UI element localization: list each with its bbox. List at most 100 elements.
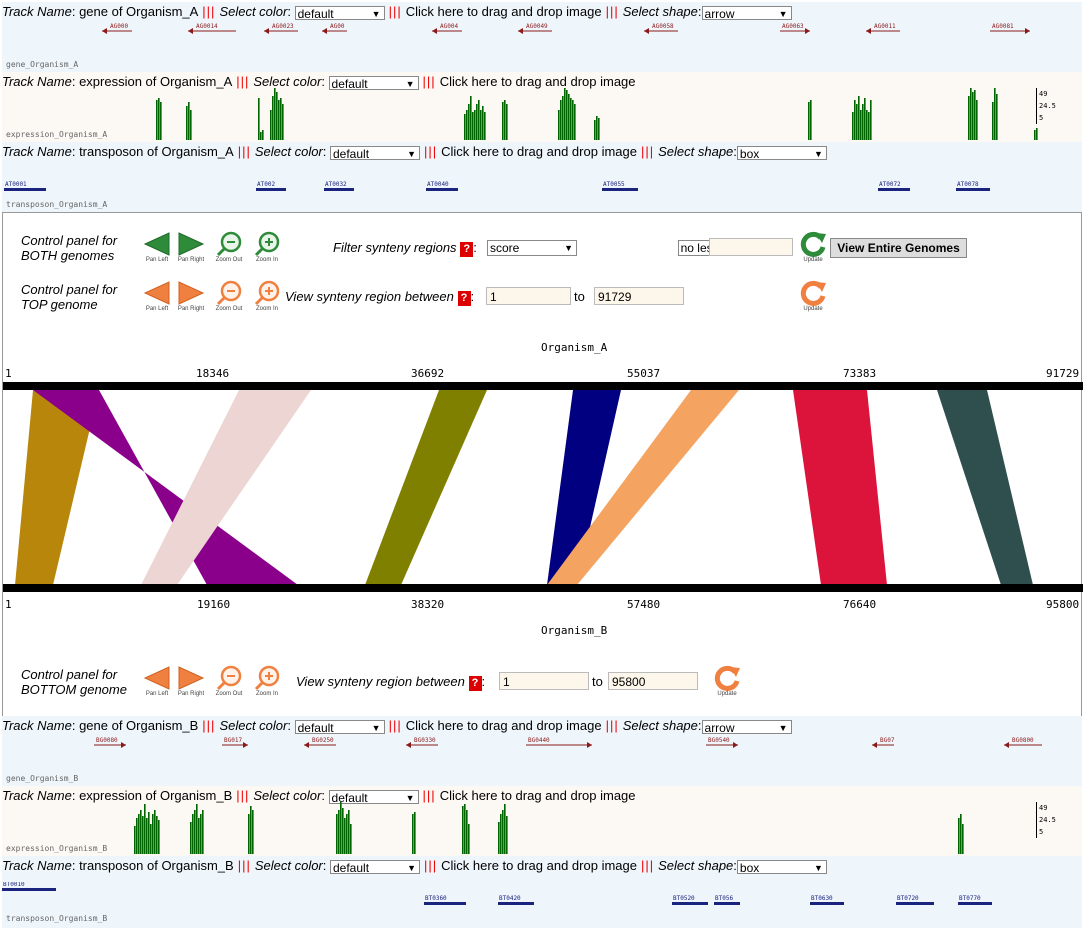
help-icon[interactable]: ? xyxy=(468,676,482,691)
transposon-box[interactable]: BT0520 xyxy=(672,895,708,905)
select-color-dropdown[interactable]: default ▼ xyxy=(330,145,420,161)
bottom-pan-left-button[interactable]: Pan Left xyxy=(141,665,173,699)
expression-bar xyxy=(562,96,564,140)
top-to-input[interactable]: 91729 xyxy=(594,287,684,305)
select-shape-dropdown[interactable]: arrow ▼ xyxy=(701,719,792,735)
chevron-down-icon: ▼ xyxy=(405,78,415,89)
gene-arrow[interactable]: AG0014 xyxy=(188,23,236,34)
select-color-dropdown[interactable]: default ▼ xyxy=(330,859,420,875)
gene-arrow[interactable]: AG0011 xyxy=(866,23,900,34)
gene-arrow[interactable]: AG0081 xyxy=(990,23,1030,34)
gene-arrow[interactable]: BG07 xyxy=(872,737,895,748)
expression-bar xyxy=(860,110,862,140)
select-shape-dropdown[interactable]: box ▼ xyxy=(736,145,827,161)
transposon-label: AT0072 xyxy=(879,181,901,188)
top-zoom-out-button[interactable]: Zoom Out xyxy=(213,280,245,314)
transposon-box[interactable]: BT0010 xyxy=(2,882,56,891)
gene-arrow[interactable]: AG0023 xyxy=(264,23,298,34)
select-shape-dropdown[interactable]: arrow ▼ xyxy=(701,5,792,21)
expression-bar xyxy=(808,102,810,140)
top-from-input[interactable]: 1 xyxy=(486,287,571,305)
drag-drop-link[interactable]: Click here to drag and drop image xyxy=(441,858,637,873)
help-icon[interactable]: ? xyxy=(460,242,474,257)
transposon-box[interactable]: AT0001 xyxy=(4,181,46,191)
gene-arrow[interactable]: AG0049 xyxy=(518,23,552,34)
bottom-zoom-out-button[interactable]: Zoom Out xyxy=(213,665,245,699)
zoom-out-icon xyxy=(216,231,242,257)
expression-bar xyxy=(158,98,160,140)
drag-drop-link[interactable]: Click here to drag and drop image xyxy=(441,144,637,159)
expression-bar xyxy=(190,110,192,140)
expression-bar xyxy=(506,104,508,140)
control-top-label: Control panel for TOP genome xyxy=(21,282,118,312)
bottom-zoom-in-button[interactable]: Zoom In xyxy=(251,665,283,699)
transposon-box[interactable]: BT0770 xyxy=(958,895,992,905)
chevron-down-icon: ▼ xyxy=(407,862,416,873)
transposon-box[interactable]: BT0630 xyxy=(810,895,844,905)
select-color-dropdown[interactable]: default ▼ xyxy=(328,789,419,805)
both-zoom-out-button[interactable]: Zoom Out xyxy=(213,231,245,265)
transposon-box[interactable]: AT0040 xyxy=(426,181,458,191)
gene-arrow[interactable]: BG0440 xyxy=(526,737,592,748)
gene-arrow[interactable]: BG0250 xyxy=(304,737,336,748)
transposon-box[interactable]: AT0072 xyxy=(878,181,910,191)
expression-bar xyxy=(504,804,506,854)
drag-drop-link[interactable]: Click here to drag and drop image xyxy=(405,718,602,733)
both-pan-left-button[interactable]: Pan Left xyxy=(141,231,173,265)
expression-bar xyxy=(470,96,472,140)
both-zoom-in-button[interactable]: Zoom In xyxy=(251,231,283,265)
both-pan-right-button[interactable]: Pan Right xyxy=(175,231,207,265)
expression-bar xyxy=(344,818,346,854)
transposon-box[interactable]: AT0032 xyxy=(324,181,354,191)
top-zoom-in-button[interactable]: Zoom In xyxy=(251,280,283,314)
gene-arrow[interactable]: BG0080 xyxy=(94,737,126,748)
transposon-box[interactable]: AT0055 xyxy=(602,181,638,191)
bottom-update-button[interactable]: Update xyxy=(711,665,743,699)
gene-arrow[interactable]: AG004 xyxy=(432,23,462,34)
bottom-transposon-track: Track Name: transposon of Organism_B ||| S… xyxy=(2,856,1082,928)
top-update-button[interactable]: Update xyxy=(797,280,829,314)
gene-arrow[interactable]: BG0330 xyxy=(406,737,438,748)
expression-bar xyxy=(854,100,856,140)
filter-field-dropdown[interactable]: score ▼ xyxy=(487,239,577,256)
drag-drop-link[interactable]: Click here to drag and drop image xyxy=(439,74,636,89)
gene-arrow[interactable]: AG00 xyxy=(322,23,347,34)
bottom-pan-right-button[interactable]: Pan Right xyxy=(175,665,207,699)
gene-arrow[interactable]: BG0540 xyxy=(706,737,738,748)
help-icon[interactable]: ? xyxy=(457,291,471,306)
select-color-dropdown[interactable]: default ▼ xyxy=(294,719,385,735)
gene-features: AG000 AG0014 AG0023 AG00 AG004 AG0049 AG0058 AG… xyxy=(102,23,1030,34)
gene-arrow[interactable]: AG0058 xyxy=(644,23,678,34)
both-update-button[interactable]: Update xyxy=(797,231,829,265)
expression-bar xyxy=(862,104,864,140)
top-pan-left-button[interactable]: Pan Left xyxy=(141,280,173,314)
gene-arrow[interactable]: BG017 xyxy=(222,737,248,748)
gene-arrow[interactable]: AG000 xyxy=(102,23,132,34)
transposon-box[interactable]: BT056 xyxy=(714,895,740,905)
expression-bar xyxy=(200,814,202,854)
filter-value-input[interactable] xyxy=(709,238,793,256)
arrow-right-icon xyxy=(178,281,205,305)
tick-label: 1 xyxy=(5,598,12,611)
bottom-to-input[interactable]: 95800 xyxy=(608,672,698,690)
tick-label: 18346 xyxy=(196,367,230,380)
expression-bar xyxy=(960,814,962,854)
select-shape-dropdown[interactable]: box ▼ xyxy=(736,859,827,875)
top-pan-right-button[interactable]: Pan Right xyxy=(175,280,207,314)
gene-arrow[interactable]: AG0063 xyxy=(780,23,810,34)
transposon-label: AT0078 xyxy=(957,181,979,188)
drag-drop-link[interactable]: Click here to drag and drop image xyxy=(405,4,602,19)
transposon-box[interactable]: BT0720 xyxy=(896,895,934,905)
bottom-from-input[interactable]: 1 xyxy=(499,672,589,690)
expression-bar xyxy=(868,112,870,140)
transposon-box[interactable]: AT0078 xyxy=(956,181,990,191)
gene-arrow[interactable]: BG0800 xyxy=(1004,737,1042,748)
transposon-box[interactable]: AT002 xyxy=(256,181,286,191)
view-entire-genomes-button[interactable]: View Entire Genomes xyxy=(830,238,967,258)
transposon-label: BT0360 xyxy=(425,895,447,902)
select-color-dropdown[interactable]: default ▼ xyxy=(328,75,419,91)
transposon-box[interactable]: BT0420 xyxy=(498,895,534,905)
drag-drop-link[interactable]: Click here to drag and drop image xyxy=(439,788,636,803)
transposon-box[interactable]: BT0360 xyxy=(424,895,466,905)
select-color-dropdown[interactable]: default ▼ xyxy=(294,5,385,21)
